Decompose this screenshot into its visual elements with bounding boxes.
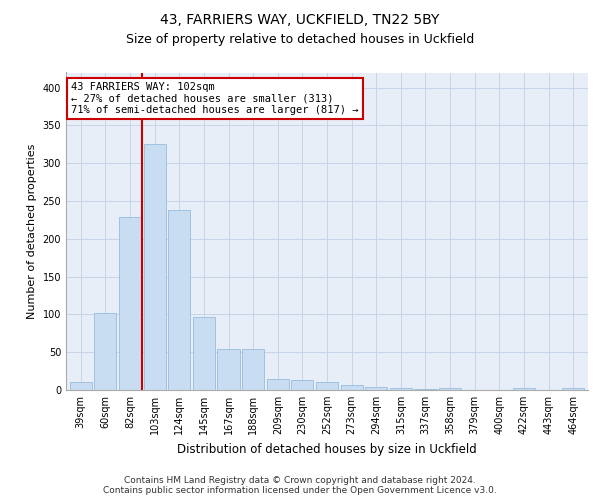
Text: 43, FARRIERS WAY, UCKFIELD, TN22 5BY: 43, FARRIERS WAY, UCKFIELD, TN22 5BY bbox=[160, 12, 440, 26]
X-axis label: Distribution of detached houses by size in Uckfield: Distribution of detached houses by size … bbox=[177, 442, 477, 456]
Bar bbox=[513, 388, 535, 390]
Text: Size of property relative to detached houses in Uckfield: Size of property relative to detached ho… bbox=[126, 32, 474, 46]
Bar bbox=[119, 217, 141, 390]
Bar bbox=[390, 388, 412, 390]
Bar bbox=[365, 387, 388, 390]
Bar bbox=[168, 210, 190, 390]
Bar bbox=[562, 388, 584, 390]
Bar bbox=[143, 144, 166, 390]
Bar bbox=[439, 388, 461, 390]
Bar bbox=[415, 389, 437, 390]
Bar bbox=[217, 349, 239, 390]
Bar bbox=[193, 316, 215, 390]
Text: Contains HM Land Registry data © Crown copyright and database right 2024.: Contains HM Land Registry data © Crown c… bbox=[124, 476, 476, 485]
Bar bbox=[316, 382, 338, 390]
Bar bbox=[266, 378, 289, 390]
Text: Contains public sector information licensed under the Open Government Licence v3: Contains public sector information licen… bbox=[103, 486, 497, 495]
Bar bbox=[70, 382, 92, 390]
Bar bbox=[341, 384, 363, 390]
Bar bbox=[291, 380, 313, 390]
Text: 43 FARRIERS WAY: 102sqm
← 27% of detached houses are smaller (313)
71% of semi-d: 43 FARRIERS WAY: 102sqm ← 27% of detache… bbox=[71, 82, 359, 115]
Bar bbox=[94, 313, 116, 390]
Bar bbox=[242, 349, 264, 390]
Y-axis label: Number of detached properties: Number of detached properties bbox=[27, 144, 37, 319]
